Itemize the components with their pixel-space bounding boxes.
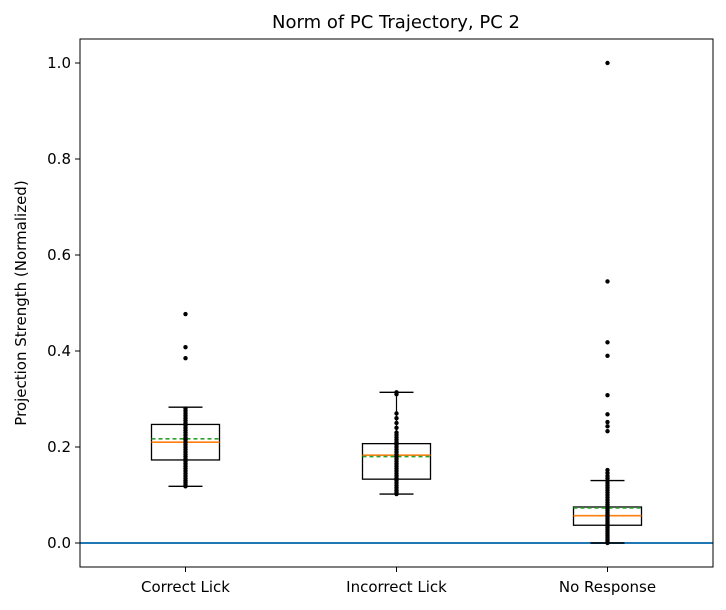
outlier-point — [605, 424, 610, 429]
outlier-point — [183, 356, 188, 361]
y-tick-label: 0.4 — [47, 342, 71, 360]
axes-frame — [79, 38, 714, 568]
outlier-point — [605, 412, 610, 417]
data-point — [394, 420, 399, 426]
data-point — [394, 430, 399, 435]
chart-title: Norm of PC Trajectory, PC 2 — [272, 12, 520, 33]
y-tick-label: 1.0 — [47, 54, 71, 72]
outlier-point — [183, 344, 188, 350]
outlier-point — [605, 279, 610, 284]
box-group-no-response — [572, 60, 643, 546]
y-tick-label: 0.8 — [47, 150, 71, 168]
x-tick-label: Correct Lick — [141, 578, 230, 596]
box-group-incorrect-lick — [361, 390, 432, 497]
data-point — [394, 416, 399, 421]
y-tick-label: 0.6 — [47, 246, 71, 264]
box-group-correct-lick — [150, 311, 221, 489]
data-point — [394, 425, 399, 430]
outlier-point — [605, 353, 610, 358]
y-tick-label: 0.0 — [47, 534, 71, 552]
x-tick-label: Incorrect Lick — [346, 578, 447, 596]
x-tick-label: No Response — [559, 578, 656, 596]
plot-area: 0.0 0.2 0.4 0.6 0.8 1.0 Correct Lick Incorrect … — [47, 38, 714, 596]
outlier-point — [605, 467, 610, 473]
data-point — [394, 390, 399, 395]
outlier-point — [605, 340, 610, 345]
y-axis-label: Projection Strength (Normalized) — [12, 180, 30, 425]
outlier-point — [605, 428, 610, 434]
data-point — [183, 406, 188, 411]
outlier-point — [183, 311, 188, 317]
y-tick-label: 0.2 — [47, 438, 71, 456]
data-point — [394, 411, 399, 416]
outlier-point — [605, 392, 610, 398]
outlier-point — [605, 60, 610, 66]
outlier-point — [605, 419, 610, 425]
